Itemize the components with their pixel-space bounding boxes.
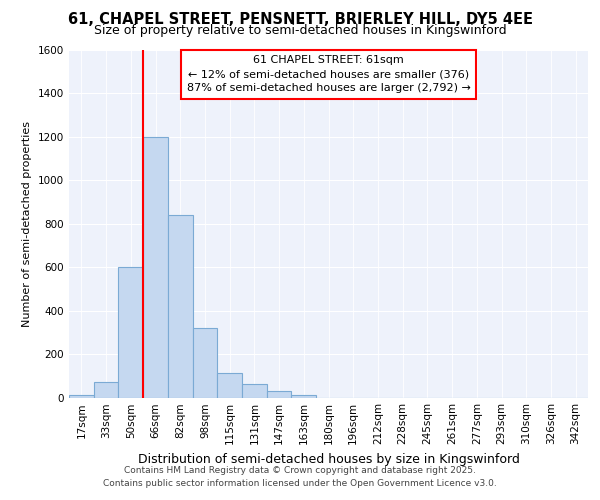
Bar (217, 372, 242, 398)
Bar (69, 396, 94, 398)
Bar (242, 384, 267, 398)
Y-axis label: Number of semi-detached properties: Number of semi-detached properties (22, 120, 32, 327)
Bar (94, 382, 118, 398)
Text: Size of property relative to semi-detached houses in Kingswinford: Size of property relative to semi-detach… (94, 24, 506, 37)
Text: Contains HM Land Registry data © Crown copyright and database right 2025.
Contai: Contains HM Land Registry data © Crown c… (103, 466, 497, 487)
X-axis label: Distribution of semi-detached houses by size in Kingswinford: Distribution of semi-detached houses by … (137, 453, 520, 466)
Bar (143, 137, 168, 398)
Bar (193, 328, 217, 398)
Bar (168, 215, 193, 398)
Bar (292, 396, 316, 398)
Bar (118, 267, 143, 398)
Text: 61 CHAPEL STREET: 61sqm
← 12% of semi-detached houses are smaller (376)
87% of s: 61 CHAPEL STREET: 61sqm ← 12% of semi-de… (187, 55, 470, 93)
Bar (267, 391, 292, 398)
Text: 61, CHAPEL STREET, PENSNETT, BRIERLEY HILL, DY5 4EE: 61, CHAPEL STREET, PENSNETT, BRIERLEY HI… (67, 12, 533, 28)
